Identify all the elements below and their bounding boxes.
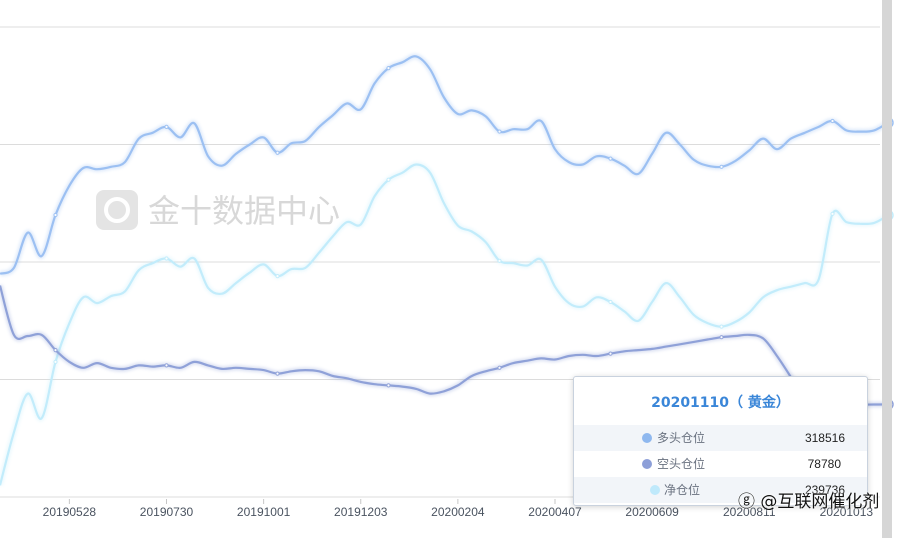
scroll-handle[interactable] [882, 0, 892, 538]
series-layer [0, 53, 894, 486]
tooltip-label-long: 多头仓位 [657, 431, 706, 445]
x-tick-label: 20191203 [334, 505, 388, 519]
point-marker-long [719, 164, 724, 169]
long-dot-icon [642, 433, 652, 443]
net-dot-icon [650, 485, 660, 495]
point-marker-short [164, 363, 169, 368]
x-tick-label: 20200204 [431, 505, 485, 519]
tooltip-row-long: 多头仓位 318516 [574, 425, 867, 451]
tooltip-title: 20201110（ 黄金） [651, 395, 790, 411]
watermark: 金十数据中心 [96, 190, 340, 230]
weibo-icon: ⓖ [738, 492, 755, 512]
tooltip-row-net: 净仓位 239736 [574, 477, 867, 503]
x-tick-label: 20200609 [625, 505, 679, 519]
x-tick-label: 20200407 [528, 505, 582, 519]
point-marker-short [386, 383, 391, 388]
point-marker-short [275, 371, 280, 376]
x-axis: 20190528 20190730 20191001 20191203 20200204… [43, 499, 874, 519]
point-marker-long [386, 66, 391, 71]
tooltip-value-long: 318516 [804, 431, 845, 445]
credit-text: @互联网催化剂 [760, 492, 880, 512]
series-line-short [0, 285, 889, 407]
x-tick-label: 20201013 [820, 505, 874, 519]
tooltip-value-short: 78780 [807, 457, 841, 471]
point-marker-net [719, 324, 724, 329]
x-tick-label: 20190528 [43, 505, 97, 519]
point-marker-long [497, 129, 502, 134]
watermark-text: 金十数据中心 [148, 192, 340, 230]
point-marker-net [53, 359, 58, 364]
point-marker-short [497, 365, 502, 370]
x-tick-label: 20190730 [140, 505, 194, 519]
point-marker-short [719, 335, 724, 340]
point-marker-long [608, 156, 613, 161]
point-marker-long [53, 212, 58, 218]
source-credit: ⓖ @互联网催化剂 [738, 487, 879, 512]
watermark-logo-icon [96, 190, 138, 230]
point-marker-net [497, 258, 502, 263]
point-marker-net [830, 211, 835, 216]
point-marker-long [275, 150, 280, 155]
tooltip-row-short: 空头仓位 78780 [574, 451, 867, 477]
series-line-long [0, 55, 889, 275]
point-marker-net [386, 177, 391, 182]
tooltip: 20201110（ 黄金） 多头仓位 318516 空头仓位 78780 净仓位… [573, 376, 868, 506]
point-marker-net [608, 299, 613, 305]
point-marker-net [164, 256, 169, 261]
tooltip-label-net: 净仓位 [664, 483, 701, 497]
point-marker-short [608, 351, 613, 356]
x-tick-label: 20200811 [723, 505, 776, 519]
tooltip-value-net: 239736 [804, 483, 845, 497]
tooltip-label-short: 空头仓位 [657, 457, 706, 471]
watermark-logo-ring [104, 197, 130, 223]
point-marker-net [275, 274, 280, 279]
series-line-net [0, 163, 889, 486]
point-marker-long [164, 124, 169, 129]
point-marker-long [830, 118, 835, 124]
point-marker-short [53, 348, 58, 353]
x-tick-label: 20191001 [237, 505, 291, 519]
short-dot-icon [642, 459, 652, 469]
